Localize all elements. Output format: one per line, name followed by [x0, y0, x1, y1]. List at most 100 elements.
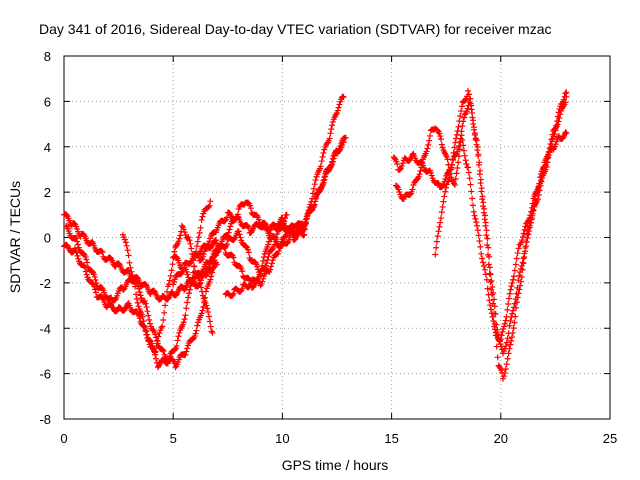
data-point — [206, 318, 213, 325]
data-point — [143, 304, 150, 311]
data-point — [480, 199, 487, 206]
data-point — [445, 178, 452, 185]
data-point — [451, 182, 458, 189]
data-point — [487, 302, 494, 309]
data-point — [478, 250, 485, 257]
data-point — [458, 108, 465, 115]
data-point — [494, 354, 501, 361]
data-point — [268, 263, 275, 270]
data-point — [487, 279, 494, 286]
data-point — [193, 243, 200, 250]
chart-title: Day 341 of 2016, Sidereal Day-to-day VTE… — [39, 21, 552, 37]
data-point — [506, 290, 513, 297]
data-point — [310, 185, 317, 192]
data-point — [485, 261, 492, 268]
data-point — [245, 225, 252, 232]
data-point — [160, 348, 167, 355]
data-point — [512, 296, 519, 303]
data-point — [474, 143, 481, 150]
data-point — [284, 240, 291, 247]
data-point — [184, 299, 191, 306]
data-point — [144, 308, 151, 315]
data-point — [134, 299, 141, 306]
series-track-e — [170, 134, 349, 288]
data-point — [556, 115, 563, 122]
data-point — [209, 265, 216, 272]
data-point — [463, 161, 470, 168]
data-point — [562, 129, 569, 136]
data-point — [199, 307, 206, 314]
data-point — [462, 157, 469, 164]
data-point — [247, 205, 254, 212]
data-point — [296, 220, 303, 227]
data-point — [247, 280, 254, 287]
data-point — [520, 230, 527, 237]
data-point — [500, 373, 507, 380]
data-point — [331, 152, 338, 159]
data-point — [514, 250, 521, 257]
data-point — [167, 272, 174, 279]
data-point — [527, 212, 534, 219]
x-tick-label: 0 — [60, 431, 67, 446]
data-point — [195, 282, 202, 289]
data-point — [454, 164, 461, 171]
data-point — [209, 329, 216, 336]
data-point — [517, 269, 524, 276]
data-point — [545, 152, 552, 159]
data-point — [300, 232, 307, 239]
data-point — [133, 291, 140, 298]
data-point — [498, 332, 505, 339]
data-point — [329, 122, 336, 129]
data-point — [175, 238, 182, 245]
data-point — [522, 244, 529, 251]
data-point — [453, 170, 460, 177]
data-point — [473, 137, 480, 144]
y-tick-label: -8 — [39, 412, 51, 427]
data-point — [255, 216, 262, 223]
data-point — [455, 123, 462, 130]
data-point — [116, 260, 123, 267]
data-point — [184, 271, 191, 278]
data-point — [84, 259, 91, 266]
data-point — [223, 214, 230, 221]
data-point — [461, 114, 468, 121]
data-point — [91, 283, 98, 290]
data-point — [514, 284, 521, 291]
data-point — [201, 248, 208, 255]
data-point — [488, 310, 495, 317]
data-point — [443, 181, 450, 188]
x-tick-label: 25 — [603, 431, 617, 446]
data-point — [439, 203, 446, 210]
data-point — [436, 223, 443, 230]
data-point — [423, 148, 430, 155]
x-tick-label: 10 — [275, 431, 289, 446]
data-point — [73, 235, 80, 242]
data-point — [484, 235, 491, 242]
y-tick-label: 6 — [44, 94, 51, 109]
data-point — [394, 161, 401, 168]
data-point — [442, 184, 449, 191]
data-point — [262, 224, 269, 231]
data-point — [326, 135, 333, 142]
data-point — [312, 177, 319, 184]
data-point — [515, 277, 522, 284]
data-point — [511, 319, 518, 326]
data-point — [207, 198, 214, 205]
data-point — [322, 173, 329, 180]
data-point — [145, 312, 152, 319]
data-point — [554, 121, 561, 128]
data-point — [516, 272, 523, 279]
data-point — [243, 243, 250, 250]
data-point — [526, 214, 533, 221]
data-point — [519, 237, 526, 244]
data-point — [207, 323, 214, 330]
data-point — [318, 158, 325, 165]
data-point — [178, 222, 185, 229]
data-point — [184, 345, 191, 352]
data-point — [474, 222, 481, 229]
data-point — [444, 156, 451, 163]
data-point — [169, 261, 176, 268]
data-point — [152, 331, 159, 338]
data-point — [329, 118, 336, 125]
data-point — [446, 174, 453, 181]
